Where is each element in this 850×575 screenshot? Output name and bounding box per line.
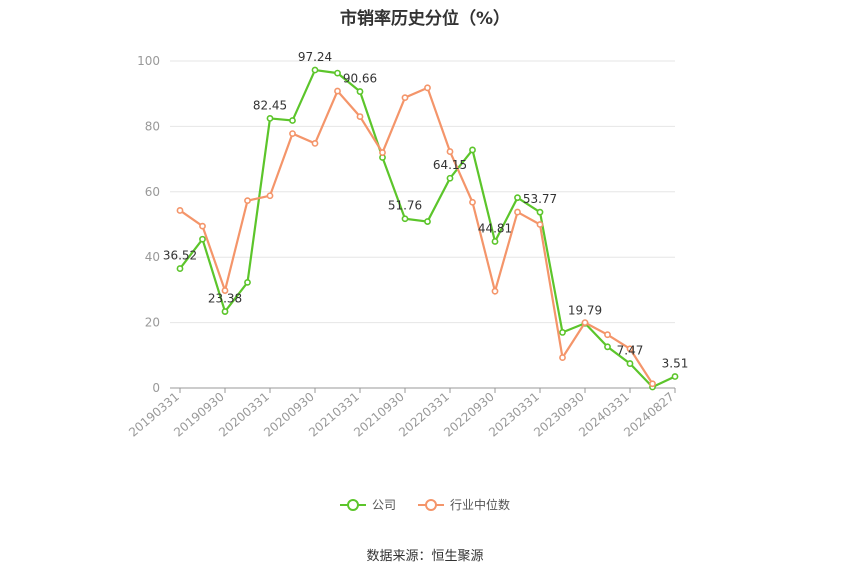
data-point	[356, 113, 364, 120]
data-point	[334, 87, 341, 95]
y-tick-label: 40	[145, 250, 160, 264]
data-point	[289, 130, 296, 137]
data-point	[469, 146, 476, 154]
data-point	[199, 235, 206, 243]
data-label: 44.81	[478, 221, 512, 235]
data-point	[401, 215, 409, 223]
data-point	[244, 278, 251, 286]
data-point	[424, 84, 431, 92]
series-line-0	[179, 68, 676, 389]
data-point	[536, 221, 544, 228]
data-point	[514, 208, 521, 216]
data-point	[356, 88, 364, 95]
data-point	[626, 360, 634, 367]
data-point	[581, 319, 589, 326]
chart-title: 市销率历史分位（%）	[339, 9, 511, 29]
data-point	[424, 218, 431, 225]
data-label: 19.79	[568, 303, 602, 317]
y-tick-label: 80	[145, 119, 160, 133]
data-point	[266, 114, 274, 122]
y-tick-label: 100	[137, 54, 160, 68]
data-point	[671, 373, 679, 380]
data-label: 51.76	[388, 199, 422, 213]
chart-legend: 公司 行业中位数	[0, 496, 850, 513]
data-label: 97.24	[298, 50, 332, 64]
data-point	[491, 287, 499, 295]
data-point	[221, 308, 229, 315]
data-label: 53.77	[523, 192, 557, 206]
data-point	[559, 329, 566, 336]
data-source-note: 数据来源：恒生聚源	[366, 549, 484, 564]
data-label: 64.15	[433, 158, 467, 172]
data-point	[311, 66, 319, 74]
data-point	[176, 207, 184, 214]
data-point	[604, 331, 611, 339]
data-point	[334, 69, 341, 77]
series-line-1	[179, 86, 654, 385]
data-label: 82.45	[253, 98, 287, 112]
data-label: 23.38	[208, 292, 242, 306]
data-label: 7.47	[617, 344, 644, 358]
data-point	[446, 148, 454, 155]
data-point	[604, 343, 611, 351]
data-point	[379, 149, 386, 156]
data-point	[559, 354, 566, 361]
data-label: 90.66	[343, 72, 377, 86]
x-tick-label: 20240827	[621, 390, 677, 440]
data-point	[491, 238, 499, 245]
legend-company-swatch-icon	[339, 498, 366, 512]
data-point	[289, 117, 296, 124]
data-label: 3.51	[662, 357, 689, 371]
data-point	[446, 174, 454, 182]
data-point	[221, 287, 229, 294]
data-point	[401, 94, 409, 102]
data-point	[514, 194, 521, 202]
data-point	[649, 380, 656, 388]
legend-item-company[interactable]: 公司	[339, 496, 396, 513]
data-point	[199, 222, 206, 230]
y-tick-label: 60	[145, 185, 160, 199]
data-point	[626, 345, 634, 353]
y-tick-label: 20	[145, 316, 160, 330]
data-point	[311, 140, 319, 147]
legend-industry-label: 行业中位数	[450, 498, 511, 512]
y-tick-label: 0	[152, 381, 160, 395]
data-point	[176, 265, 184, 272]
data-point	[469, 198, 476, 206]
data-point	[244, 197, 251, 205]
data-label: 36.52	[163, 249, 197, 263]
legend-company-label: 公司	[371, 498, 396, 512]
legend-item-industry-median[interactable]: 行业中位数	[418, 496, 510, 513]
data-point	[536, 208, 544, 216]
legend-industry-swatch-icon	[418, 498, 444, 512]
data-point	[266, 192, 274, 200]
